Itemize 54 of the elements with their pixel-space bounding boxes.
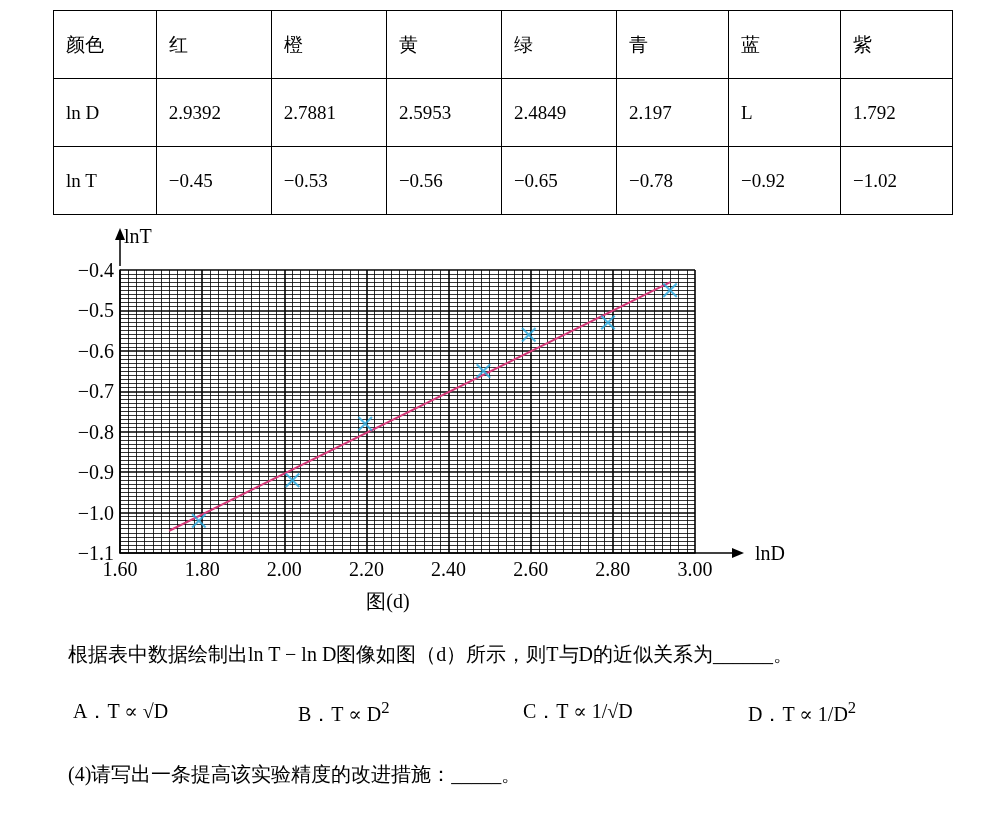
text: 绿: [501, 10, 617, 79]
text: 颜色: [53, 10, 157, 79]
text: B．T ∝ D$^{2}$: [298, 698, 390, 727]
text: C．T ∝ 1/√D: [523, 699, 633, 724]
x-axis-title: lnD: [755, 542, 785, 564]
text: 黄: [386, 10, 502, 79]
y-tick-label: −0.7: [77, 380, 114, 403]
x-tick-label: 2.60: [513, 558, 549, 580]
y-tick-label: −1.0: [77, 501, 114, 524]
x-tick-label: 2.20: [348, 558, 384, 580]
text: 2.9392: [156, 78, 272, 147]
text: −1.02: [840, 146, 953, 215]
y-axis-title: lnT: [124, 225, 152, 247]
x-tick-label: 3.00: [677, 558, 713, 580]
text: 1.792: [840, 78, 953, 147]
y-tick-label: −0.6: [77, 339, 114, 362]
y-tick-label: −0.8: [77, 420, 114, 443]
text: (4)请写出一条提高该实验精度的改进措施：_____。: [68, 762, 522, 788]
y-tick-label: −0.4: [77, 259, 114, 281]
text: −0.56: [386, 146, 502, 215]
x-tick-label: 2.40: [431, 558, 467, 580]
y-tick-label: −0.9: [77, 461, 114, 484]
text: D．T ∝ 1/D$^{2}$: [748, 698, 857, 727]
x-tick-label: 1.80: [184, 558, 220, 580]
text: 青: [616, 10, 729, 79]
text: 橙: [271, 10, 387, 79]
text: 红: [156, 10, 272, 79]
text: 2.7881: [271, 78, 387, 147]
text: −0.53: [271, 146, 387, 215]
text: 紫: [840, 10, 953, 79]
text: −0.78: [616, 146, 729, 215]
point: [475, 363, 491, 379]
text: 2.5953: [386, 78, 502, 147]
point: [662, 282, 678, 298]
point: [285, 472, 300, 488]
text: A．T ∝ √D: [73, 699, 169, 724]
y-tick-label: −0.5: [77, 299, 114, 322]
text: ln T: [53, 146, 157, 215]
text: L: [728, 78, 841, 147]
point: [600, 315, 616, 331]
text: 图(d): [365, 589, 411, 614]
text: −0.45: [156, 146, 272, 215]
text: 蓝: [728, 10, 841, 79]
x-tick-label: 2.80: [595, 558, 631, 580]
text: 2.4849: [501, 78, 617, 147]
point: [521, 327, 537, 343]
text: −0.65: [501, 146, 617, 215]
point: [191, 513, 207, 529]
text: ln D: [53, 78, 157, 147]
point: [357, 416, 373, 432]
text: 2.197: [616, 78, 729, 147]
x-tick-label: 2.00: [266, 558, 302, 580]
text: −0.92: [728, 146, 841, 215]
text: 根据表中数据绘制出ln T − ln D图像如图（d）所示，则T与D的近似关系为______。: [68, 642, 793, 667]
